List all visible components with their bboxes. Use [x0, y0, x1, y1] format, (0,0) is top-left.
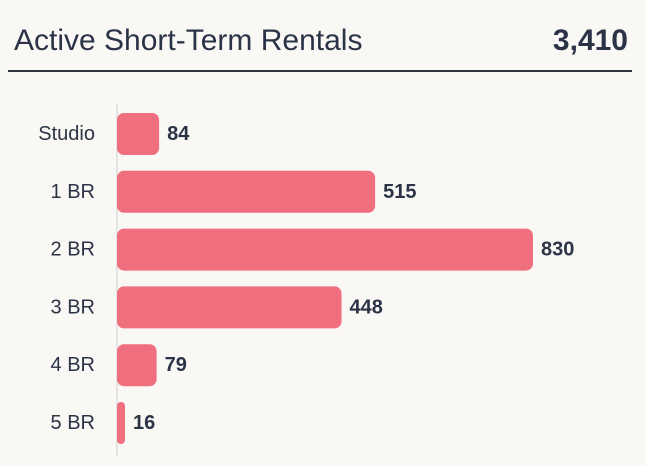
bar — [117, 228, 533, 271]
category-label: 1 BR — [51, 181, 95, 203]
bar — [117, 286, 342, 329]
value-label: 830 — [541, 239, 574, 261]
value-label: 16 — [133, 412, 155, 434]
bar — [117, 344, 157, 387]
category-label: 3 BR — [51, 296, 95, 318]
value-label: 515 — [383, 181, 416, 203]
bar — [117, 113, 160, 155]
bar — [117, 170, 376, 213]
chart-title: Active Short-Term Rentals — [14, 24, 363, 57]
total-count: 3,410 — [552, 24, 628, 57]
value-label: 84 — [167, 123, 190, 145]
value-label: 79 — [165, 354, 187, 376]
category-label: 5 BR — [51, 412, 95, 434]
chart-header: Active Short-Term Rentals 3,410 — [8, 14, 632, 72]
category-label: 4 BR — [51, 354, 95, 376]
category-label: 2 BR — [51, 239, 95, 261]
bar — [117, 402, 126, 444]
category-label: Studio — [38, 123, 95, 145]
value-label: 448 — [350, 296, 383, 318]
